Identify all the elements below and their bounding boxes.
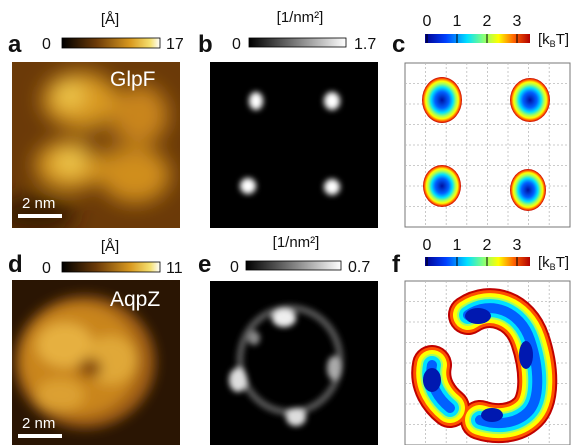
- colorbar-tick-label: 3: [513, 13, 522, 30]
- energy-map: [405, 281, 570, 445]
- colorbar-max: 17: [166, 36, 184, 53]
- colorbar-unit: [kBT]: [538, 254, 569, 272]
- image-label: GlpF: [110, 68, 156, 91]
- density-image: [210, 281, 378, 445]
- colorbar: [425, 257, 530, 266]
- energy-minimum: [481, 408, 503, 422]
- colorbar: [62, 38, 160, 48]
- density-image: [210, 62, 378, 228]
- panel-letter: f: [392, 251, 401, 278]
- panel-letter: e: [198, 251, 211, 278]
- panel-letter: b: [198, 31, 213, 58]
- unit-part: [k: [538, 254, 550, 271]
- colorbar-unit: [kBT]: [538, 31, 569, 49]
- unit-part: T]: [556, 254, 569, 271]
- colorbar-tick-label: 2: [483, 13, 492, 30]
- colorbar: [246, 261, 341, 270]
- panel-letter: a: [8, 31, 22, 58]
- colorbar-unit: [Å]: [101, 11, 119, 28]
- figure: a 0 17 [Å] GlpF 2 nm b 0 1.7 [1/nm²] c 0…: [0, 0, 573, 445]
- colorbar-tick-label: 2: [483, 237, 492, 254]
- colorbar-min: 0: [42, 260, 51, 277]
- panel-letter: d: [8, 251, 23, 278]
- scalebar-label: 2 nm: [22, 415, 55, 432]
- colorbar: [425, 34, 530, 43]
- colorbar-tick-label: 0: [423, 13, 432, 30]
- energy-map: [405, 63, 570, 227]
- colorbar: [62, 262, 160, 272]
- colorbar-min: 0: [230, 259, 239, 276]
- colorbar-max: 0.7: [348, 259, 370, 276]
- scalebar-label: 2 nm: [22, 195, 55, 212]
- colorbar-tick-label: 1: [453, 237, 462, 254]
- colorbar-tick-label: 1: [453, 13, 462, 30]
- colorbar-tick-label: 0: [423, 237, 432, 254]
- energy-minimum: [423, 368, 441, 392]
- colorbar-min: 0: [42, 36, 51, 53]
- colorbar-unit: [Å]: [101, 238, 119, 255]
- energy-minimum: [465, 308, 491, 324]
- colorbar-tick-label: 3: [513, 237, 522, 254]
- panel-letter: c: [392, 31, 405, 58]
- colorbar-max: 1.7: [354, 36, 376, 53]
- colorbar-unit: [1/nm²]: [277, 9, 324, 26]
- scalebar: [18, 434, 62, 438]
- energy-minimum: [519, 341, 533, 369]
- unit-part: T]: [556, 31, 569, 48]
- colorbar: [249, 38, 346, 47]
- unit-part: [k: [538, 31, 550, 48]
- colorbar-unit: [1/nm²]: [273, 234, 320, 251]
- colorbar-min: 0: [232, 36, 241, 53]
- image-label: AqpZ: [110, 288, 160, 311]
- scalebar: [18, 214, 62, 218]
- colorbar-max: 11: [166, 260, 183, 277]
